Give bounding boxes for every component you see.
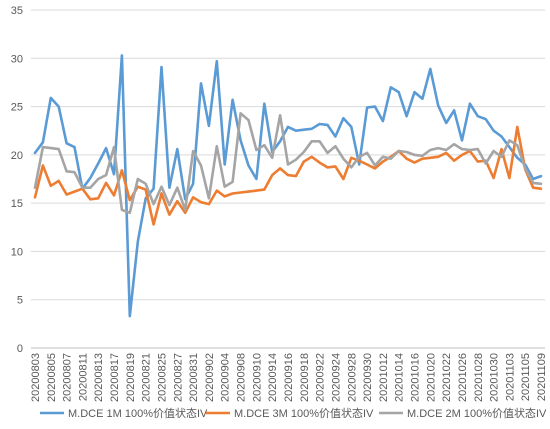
x-tick-label: 20200928 — [346, 353, 358, 402]
x-tick-label: 20201103 — [504, 353, 516, 401]
x-tick-label: 20201022 — [441, 353, 453, 402]
x-tick-label: 20200918 — [299, 353, 311, 402]
x-tick-label: 20200914 — [267, 353, 279, 402]
x-tick-label: 20200902 — [204, 353, 216, 402]
x-tick-label: 20200805 — [46, 353, 58, 402]
x-tick-label: 20201028 — [473, 353, 485, 402]
x-tick-label: 20200910 — [251, 353, 263, 402]
legend-label: M.DCE 3M 100%价值状态IV — [234, 406, 374, 420]
series-line-3 — [33, 112, 543, 215]
x-tick-label: 20201020 — [425, 353, 437, 402]
x-tick-label: 20200825 — [156, 353, 168, 402]
y-tick-label: 0 — [17, 343, 23, 355]
legend: M.DCE 1M 100%价值状态IV M.DCE 3M 100%价值状态IV M.… — [40, 406, 547, 420]
x-tick-label: 20200811 — [77, 353, 89, 401]
x-tick-label: 20201030 — [489, 353, 501, 402]
y-tick-label: 20 — [11, 150, 23, 162]
x-tick-label: 20201109 — [536, 353, 548, 401]
x-tick-label: 20201026 — [457, 353, 469, 402]
y-tick-label: 5 — [17, 295, 23, 307]
y-axis-tick-labels: 0 5 10 15 20 25 30 35 — [11, 5, 23, 355]
y-tick-label: 25 — [11, 102, 23, 114]
legend-label: M.DCE 1M 100%价值状态IV — [68, 406, 208, 420]
series-line-1 — [33, 54, 543, 318]
x-tick-label: 20200831 — [188, 353, 200, 402]
legend-label: M.DCE 2M 100%价值状态IV — [407, 406, 547, 420]
x-tick-label: 20200908 — [236, 353, 248, 402]
x-tick-label: 20200807 — [62, 353, 74, 402]
y-tick-label: 35 — [11, 5, 23, 17]
x-tick-label: 20200916 — [283, 353, 295, 402]
x-tick-label: 20201016 — [410, 353, 422, 402]
x-tick-label: 20200827 — [172, 353, 184, 402]
x-tick-label: 20200904 — [220, 353, 232, 402]
x-tick-label: 20200819 — [125, 353, 137, 402]
x-tick-label: 20200821 — [141, 353, 153, 402]
y-tick-label: 30 — [11, 53, 23, 65]
y-tick-label: 15 — [11, 198, 23, 210]
series-line-2 — [33, 125, 543, 226]
x-tick-label: 20201014 — [394, 353, 406, 402]
x-tick-label: 20201105 — [520, 353, 532, 401]
x-tick-label: 20200813 — [93, 353, 105, 402]
x-tick-label: 20200817 — [109, 353, 121, 402]
y-tick-label: 10 — [11, 246, 23, 258]
gridlines — [31, 9, 545, 349]
x-tick-label: 20200803 — [30, 353, 42, 402]
series-lines — [33, 54, 543, 318]
x-axis-tick-labels: 20200803 20200805 20200807 20200811 20200813… — [30, 353, 548, 402]
x-tick-label: 20201012 — [378, 353, 390, 402]
x-tick-label: 20200930 — [362, 353, 374, 402]
x-tick-label: 20200924 — [330, 353, 342, 402]
x-tick-label: 20200922 — [315, 353, 327, 402]
